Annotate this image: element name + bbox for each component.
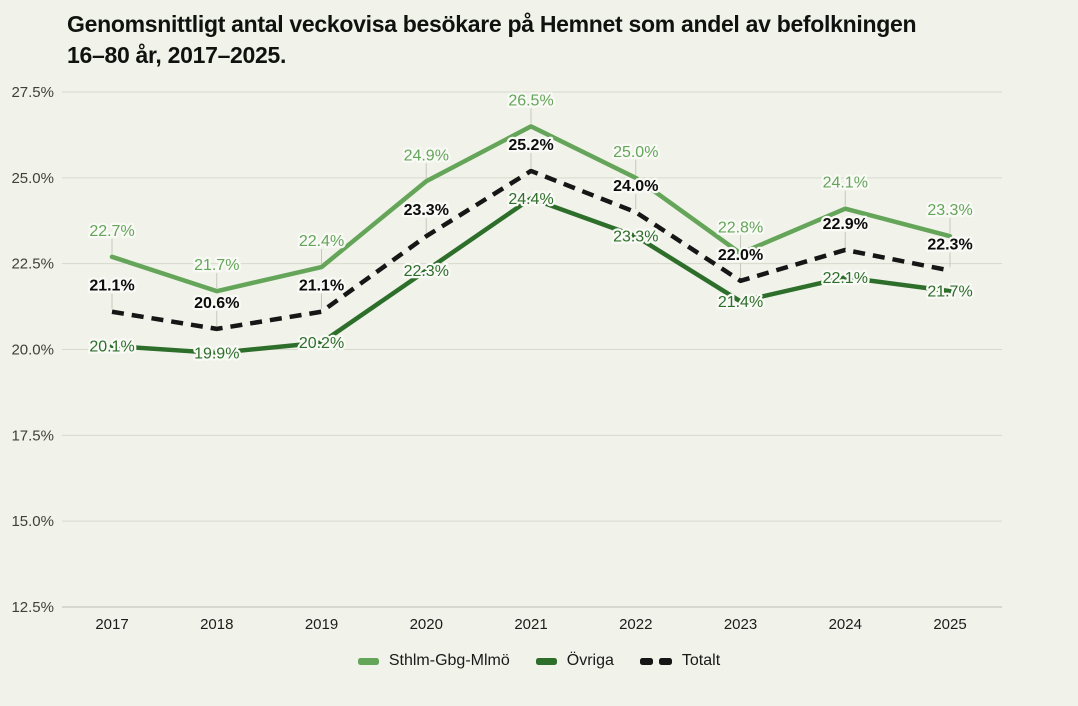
legend-item-sthlm-gbg-mlmo[interactable]: Sthlm-Gbg-Mlmö — [357, 652, 510, 670]
y-axis-label: 22.5% — [11, 256, 54, 273]
value-label: 24.0% — [613, 178, 658, 195]
value-label: 22.1% — [823, 270, 868, 287]
value-label: 26.5% — [508, 92, 553, 109]
series-line-ovriga — [109, 196, 953, 356]
value-label: 22.0% — [718, 247, 763, 264]
y-axis-label: 15.0% — [11, 513, 54, 530]
value-labels-sthlm-gbg-mlmo: 22.7% 21.7% 22.4% 24.9% 26.5% 25.0% 22.8% 24.1%… — [87, 90, 975, 276]
x-axis-label: 2020 — [410, 616, 443, 633]
value-label: 19.9% — [194, 345, 239, 362]
legend-label: Sthlm-Gbg-Mlmö — [388, 652, 510, 669]
value-label: 25.2% — [508, 137, 553, 154]
line-swatch-icon — [535, 657, 557, 665]
y-axis-label: 20.0% — [11, 342, 54, 359]
chart-title-line2: 16–80 år, 2017–2025. — [67, 42, 287, 68]
value-label: 23.3% — [404, 202, 449, 219]
chart-title-line1: Genomsnittligt antal veckovisa besökare … — [67, 11, 917, 37]
series-line-sthlm-gbg-mlmo — [109, 124, 953, 294]
value-label: 24.1% — [823, 175, 868, 192]
value-label: 22.8% — [718, 219, 763, 236]
x-axis-label: 2022 — [619, 616, 652, 633]
y-axis-label: 12.5% — [11, 599, 54, 616]
value-label: 22.4% — [299, 233, 344, 250]
value-label: 24.9% — [404, 147, 449, 164]
value-label: 22.7% — [89, 223, 134, 240]
value-label: 22.9% — [823, 216, 868, 233]
y-axis-label: 25.0% — [11, 170, 54, 187]
x-axis-label: 2017 — [95, 616, 128, 633]
value-label: 21.4% — [718, 294, 763, 311]
legend-item-totalt[interactable]: Totalt — [639, 652, 721, 670]
legend-label: Totalt — [681, 652, 721, 669]
value-label: 21.1% — [89, 278, 134, 295]
legend-item-ovriga[interactable]: Övriga — [535, 652, 614, 670]
dashed-line-swatch-icon — [639, 657, 672, 665]
line-swatch-icon — [357, 657, 379, 665]
value-label: 25.0% — [613, 144, 658, 161]
gridlines: 27.5% 25.0% 22.5% 20.0% 17.5% 15.0% 12.5% — [11, 84, 1002, 616]
x-axis-label: 2025 — [933, 616, 966, 633]
y-axis-label: 17.5% — [11, 427, 54, 444]
y-axis-label: 27.5% — [11, 84, 54, 101]
value-label: 22.3% — [927, 237, 972, 254]
value-labels-ovriga: 20.1% 19.9% 20.2% 22.3% 24.4% 23.3% 21.4% 22.1%… — [87, 189, 975, 365]
value-labels-totalt: 21.1% 20.6% 21.1% 23.3% 25.2% 24.0% 22.0% 22.9%… — [87, 135, 975, 314]
legend-label: Övriga — [566, 652, 614, 669]
value-label: 21.7% — [194, 257, 239, 274]
value-label: 22.3% — [404, 263, 449, 280]
value-label: 23.3% — [927, 202, 972, 219]
value-label: 23.3% — [613, 229, 658, 246]
series-line-totalt — [111, 168, 951, 332]
value-label: 24.4% — [508, 191, 553, 208]
value-label: 20.1% — [89, 339, 134, 356]
x-axis-label: 2019 — [305, 616, 338, 633]
x-axis-label: 2021 — [514, 616, 547, 633]
value-label: 20.2% — [299, 335, 344, 352]
value-label: 20.6% — [194, 295, 239, 312]
chart-title: Genomsnittligt antal veckovisa besökare … — [67, 9, 1067, 71]
label-connectors — [111, 108, 951, 326]
x-axis-label: 2024 — [829, 616, 862, 633]
x-axis-labels: 2017 2018 2019 2020 2021 2022 2023 2024 2025 — [95, 616, 966, 633]
value-label: 21.7% — [927, 284, 972, 301]
chart-legend: Sthlm-Gbg-Mlmö Övriga Totalt — [0, 648, 1078, 674]
value-label: 21.1% — [299, 278, 344, 295]
x-axis-label: 2018 — [200, 616, 233, 633]
x-axis-label: 2023 — [724, 616, 757, 633]
